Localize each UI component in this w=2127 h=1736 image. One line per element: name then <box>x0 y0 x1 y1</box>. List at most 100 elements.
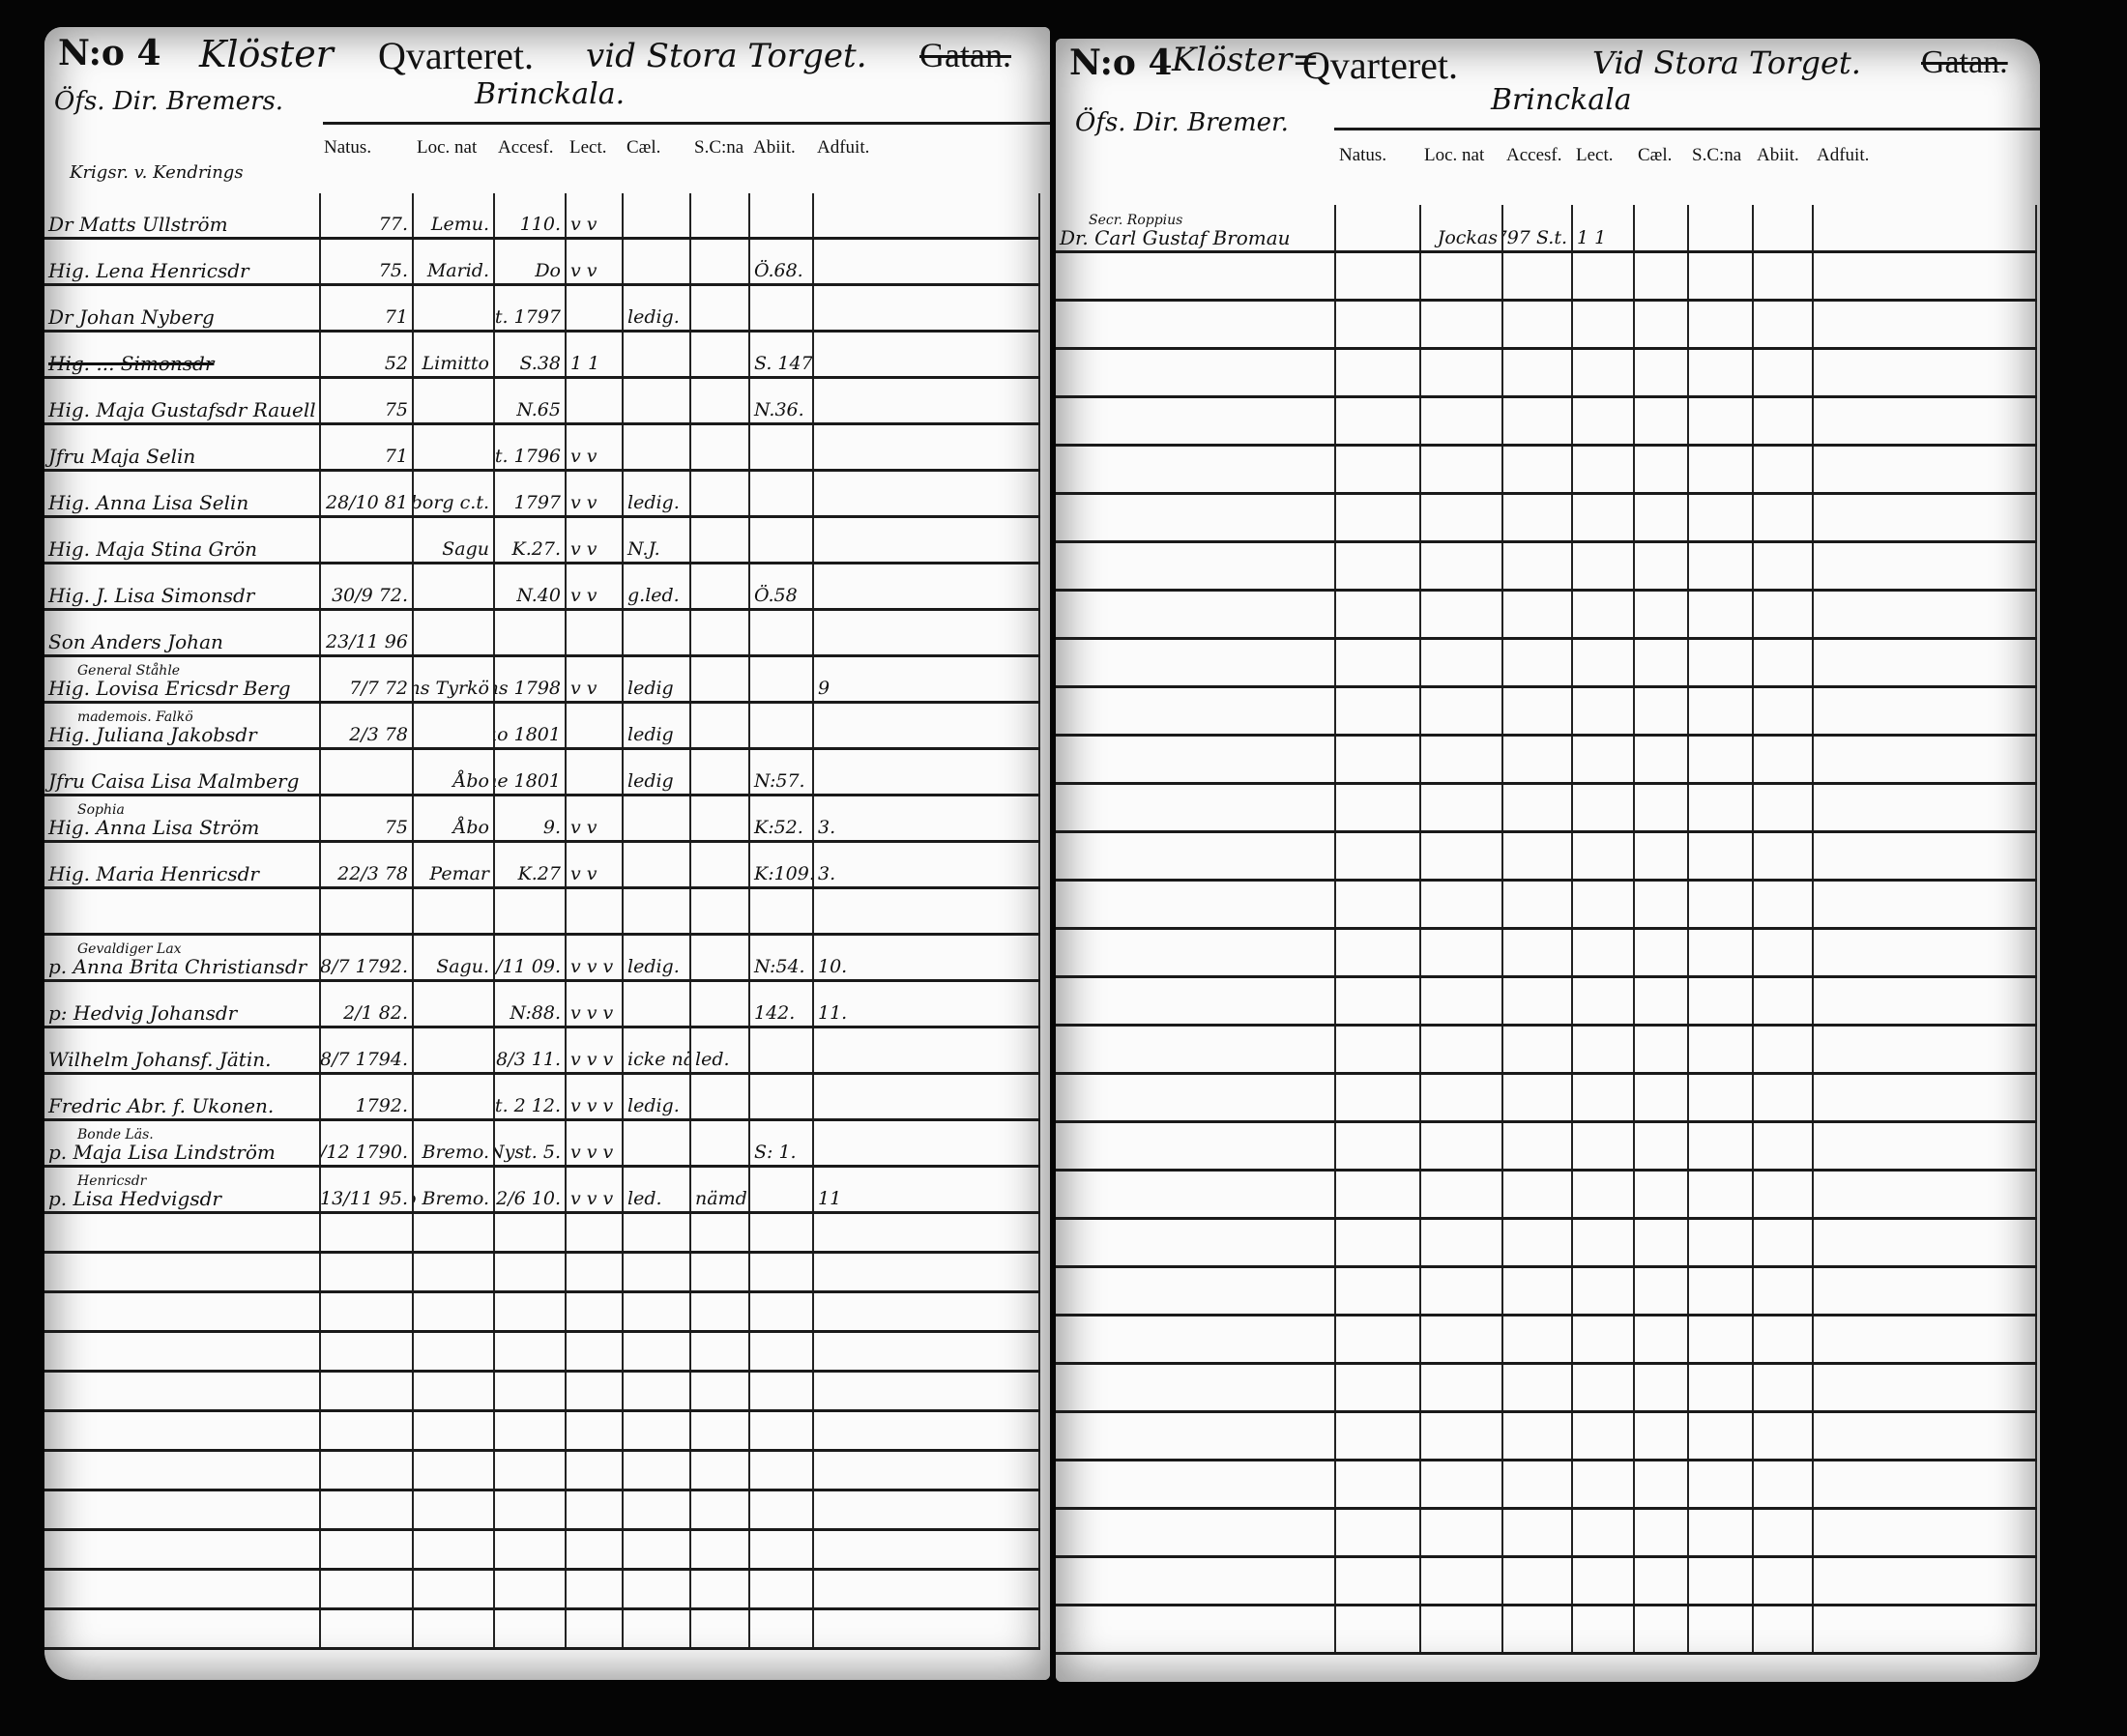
cell-natus <box>321 1412 414 1449</box>
cell-lect <box>1573 1220 1635 1265</box>
cell-cael <box>624 1333 691 1370</box>
section-note: Krigsr. v. Kendrings <box>70 162 244 183</box>
cell-loc-nat <box>414 1412 495 1449</box>
empty-register-row <box>1056 302 2037 350</box>
cell-adfuit: 11. <box>814 982 1040 1026</box>
cell-cael <box>1635 1123 1689 1169</box>
row-note: General Ståhle <box>77 663 181 680</box>
cell-loc-nat <box>1421 1316 1503 1362</box>
value-loc-nat: Nyg. Hel. 12/11 Bremo. <box>414 1142 489 1164</box>
cell-cael <box>624 1254 691 1290</box>
value-name: Hig. ... Simonsdr <box>48 352 215 375</box>
empty-register-row <box>1056 785 2037 833</box>
cell-s-cna <box>691 472 750 515</box>
cell-lect <box>1573 1075 1635 1120</box>
value-cael: icke nämnd <box>627 1049 689 1071</box>
value-lect: v v v <box>570 1095 614 1117</box>
cell-natus <box>1336 833 1421 879</box>
row-note: Henricsdr <box>77 1173 147 1190</box>
street-name: Vid Stora Torget. <box>1592 44 1861 81</box>
cell-lect: v v v <box>567 982 624 1026</box>
cell-lect <box>1573 737 1635 782</box>
empty-register-row <box>1056 592 2037 640</box>
cell-abiit <box>1754 1606 1814 1652</box>
cell-abiit <box>750 1028 814 1072</box>
street-label: Gatan. <box>919 36 1011 74</box>
cell-name <box>1056 592 1336 637</box>
cell-abiit <box>1754 1316 1814 1362</box>
cell-accessit: 9. <box>495 796 567 840</box>
cell-name <box>1056 1365 1336 1410</box>
register-row: Secr. Roppius Dr. Carl Gustaf Bromau Jocka… <box>1056 205 2037 253</box>
owner-name: Öfs. Dir. Bremer. <box>1075 108 1289 137</box>
column-header-loc-nat: Loc. nat <box>1424 145 1485 165</box>
cell-loc-nat <box>414 1531 495 1568</box>
cell-loc-nat: Åbo <box>414 750 495 794</box>
cell-lect <box>1573 253 1635 299</box>
register-row: Jfru Caisa Lisa Malmberg Åbo Ylane 1801 led… <box>44 750 1040 796</box>
header-rule <box>1334 128 2040 130</box>
value-cael: ledig <box>627 724 674 746</box>
cell-accessit <box>495 1333 567 1370</box>
column-header-abiit: Abiit. <box>753 137 796 158</box>
value-natus: 52 <box>384 353 408 375</box>
cell-name <box>44 1214 321 1251</box>
cell-loc-nat <box>414 1491 495 1528</box>
value-loc-nat: Limitto <box>422 353 490 375</box>
cell-cael <box>1635 205 1689 250</box>
cell-cael <box>624 611 691 654</box>
cell-cael <box>624 1293 691 1330</box>
cell-adfuit <box>1814 350 2037 395</box>
value-natus: 28/10 81 <box>326 492 408 514</box>
cell-accessit <box>495 1293 567 1330</box>
value-loc-nat: Lundo Bremo. <box>414 1188 489 1210</box>
cell-lect <box>567 1610 624 1647</box>
cell-abiit <box>1754 1558 1814 1604</box>
cell-cael <box>624 425 691 469</box>
cell-s-cna <box>1689 833 1754 879</box>
cell-lect <box>567 611 624 654</box>
cell-cael <box>1635 1461 1689 1507</box>
cell-name <box>1056 1461 1336 1507</box>
value-name: Hig. Maja Stina Grön <box>48 537 257 561</box>
value-name: Fredric Abr. f. Ukonen. <box>48 1094 275 1117</box>
value-name: Hig. Maja Gustafsdr Rauell <box>48 398 316 421</box>
cell-abiit <box>750 657 814 701</box>
cell-loc-nat <box>1421 688 1503 734</box>
cell-cael <box>624 889 691 933</box>
cell-accessit: 12. Nyst. 5. <box>495 1121 567 1165</box>
value-abiit: K:109. <box>754 863 814 885</box>
row-note: Gevaldiger Lax <box>77 941 182 958</box>
value-natus: 75. <box>378 260 408 282</box>
cell-cael <box>1635 1075 1689 1120</box>
cell-adfuit <box>814 1254 1040 1290</box>
cell-abiit <box>1754 1365 1814 1410</box>
cell-accessit <box>1503 253 1573 299</box>
cell-loc-nat <box>414 1373 495 1409</box>
column-headers: Natus. Loc. nat Accesf. Lect. Cæl. S.C:na Abii… <box>1336 141 2037 170</box>
value-lect: v v v <box>570 1188 614 1210</box>
cell-cael <box>624 240 691 283</box>
row-note: Sophia <box>77 802 125 819</box>
value-lect: v v <box>570 446 597 468</box>
cell-accessit <box>495 889 567 933</box>
cell-adfuit <box>814 1028 1040 1072</box>
cell-s-cna <box>1689 785 1754 830</box>
cell-loc-nat <box>1421 447 1503 492</box>
cell-lect <box>1573 543 1635 589</box>
cell-natus: 52 <box>321 333 414 376</box>
cell-adfuit <box>814 1293 1040 1330</box>
cell-accessit <box>1503 1075 1573 1120</box>
cell-adfuit: 3. <box>814 796 1040 840</box>
register-row: Gevaldiger Lax p. Anna Brita Christiansdr… <box>44 936 1040 982</box>
cell-lect: v v <box>567 564 624 608</box>
empty-register-row <box>1056 1268 2037 1316</box>
empty-register-row <box>1056 978 2037 1027</box>
cell-abiit <box>1754 495 1814 540</box>
cell-s-cna <box>691 333 750 376</box>
empty-register-row <box>1056 930 2037 978</box>
cell-cael <box>1635 1606 1689 1652</box>
register-row: Sophia Hig. Anna Lisa Ström 75 Åbo 9. v v K:52… <box>44 796 1040 843</box>
value-accessit: Kyro c.t. 1797 <box>495 306 561 329</box>
